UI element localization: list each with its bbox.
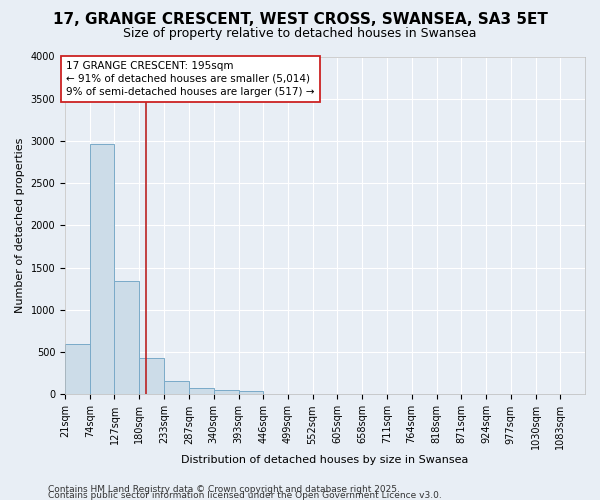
Text: Size of property relative to detached houses in Swansea: Size of property relative to detached ho… <box>123 28 477 40</box>
Bar <box>239 391 263 394</box>
Bar <box>164 380 188 394</box>
Text: 17, GRANGE CRESCENT, WEST CROSS, SWANSEA, SA3 5ET: 17, GRANGE CRESCENT, WEST CROSS, SWANSEA… <box>53 12 547 28</box>
Bar <box>189 388 214 394</box>
Bar <box>115 282 139 395</box>
Y-axis label: Number of detached properties: Number of detached properties <box>15 138 25 313</box>
Bar <box>65 344 90 395</box>
Bar <box>90 144 115 394</box>
Text: Contains HM Land Registry data © Crown copyright and database right 2025.: Contains HM Land Registry data © Crown c… <box>48 485 400 494</box>
Text: Contains public sector information licensed under the Open Government Licence v3: Contains public sector information licen… <box>48 491 442 500</box>
Bar <box>139 358 164 395</box>
Bar <box>214 390 239 394</box>
X-axis label: Distribution of detached houses by size in Swansea: Distribution of detached houses by size … <box>181 455 469 465</box>
Text: 17 GRANGE CRESCENT: 195sqm
← 91% of detached houses are smaller (5,014)
9% of se: 17 GRANGE CRESCENT: 195sqm ← 91% of deta… <box>66 60 314 97</box>
